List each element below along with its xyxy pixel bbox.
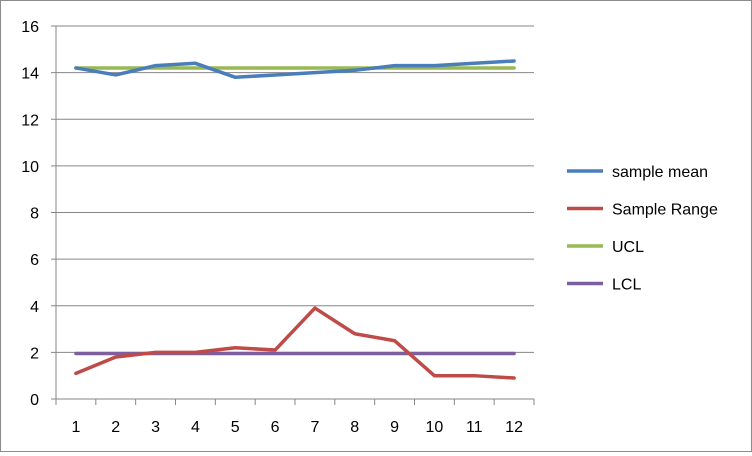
- legend-label-sample-range: Sample Range: [612, 202, 718, 219]
- legend-label-ucl: UCL: [612, 239, 644, 256]
- series-line-sample-range: [74, 306, 516, 380]
- y-tick-label: 14: [21, 66, 39, 83]
- x-tick-label: 5: [231, 419, 240, 436]
- y-tick-label: 0: [30, 392, 39, 409]
- x-axis-tick-labels: 1 2 3 4 5 6 7 8 9 10 11 12: [71, 419, 523, 436]
- axes: [51, 25, 535, 405]
- legend-label-lcl: LCL: [612, 277, 641, 294]
- y-tick-label: 2: [30, 345, 39, 362]
- x-tick-label: 3: [151, 419, 160, 436]
- x-tick-label: 10: [426, 419, 444, 436]
- x-tick-label: 11: [466, 419, 483, 436]
- x-tick-label: 4: [191, 419, 200, 436]
- y-tick-label: 8: [30, 206, 39, 223]
- x-tick-label: 1: [71, 419, 80, 436]
- x-tick-label: 12: [505, 419, 523, 436]
- y-tick-label: 12: [21, 112, 39, 129]
- gridlines: [56, 25, 534, 353]
- legend-label-sample-mean: sample mean: [612, 164, 708, 181]
- y-tick-label: 10: [21, 159, 39, 176]
- y-tick-label: 16: [21, 19, 39, 36]
- series-line-sample-mean: [74, 59, 516, 80]
- series-lines: [74, 59, 516, 380]
- y-tick-label: 4: [30, 299, 39, 316]
- x-tick-label: 2: [111, 419, 120, 436]
- x-tick-label: 9: [390, 419, 399, 436]
- legend: sample mean Sample Range UCL LCL: [567, 164, 718, 294]
- x-tick-label: 6: [271, 419, 280, 436]
- y-tick-label: 6: [30, 252, 39, 269]
- x-tick-label: 8: [350, 419, 359, 436]
- x-tick-label: 7: [310, 419, 319, 436]
- y-axis-tick-labels: 0 2 4 6 8 10 12 14 16: [21, 19, 39, 409]
